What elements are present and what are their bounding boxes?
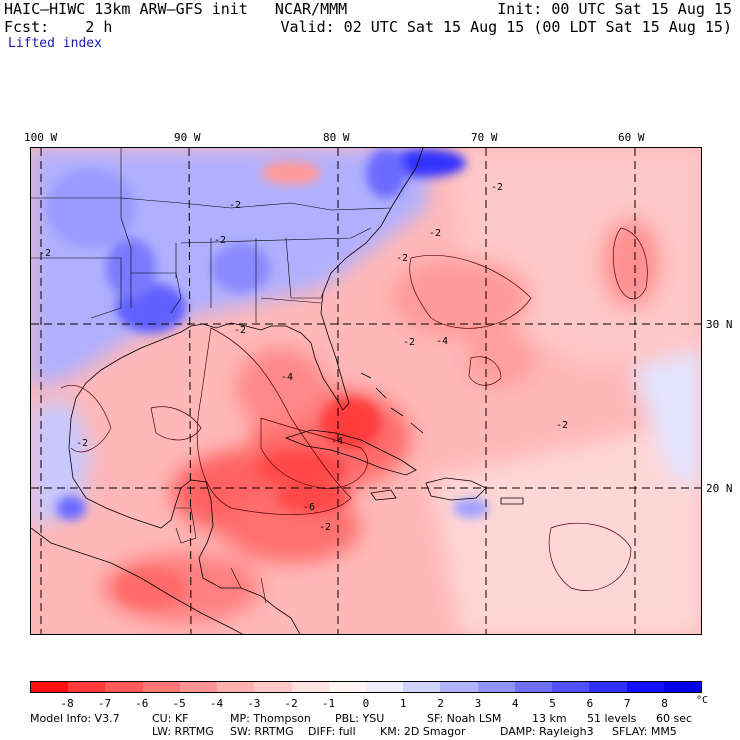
lon-label-90w: 90 W: [174, 131, 201, 144]
colorbar-swatch: [217, 682, 255, 692]
colorbar: [30, 681, 702, 693]
vertical-levels: 51 levels: [587, 712, 637, 725]
grid-spacing: 13 km: [532, 712, 567, 725]
colorbar-tick-label: 3: [474, 697, 482, 710]
colorbar-swatch: [142, 682, 180, 692]
colorbar-swatch: [552, 682, 590, 692]
colorbar-swatch: [254, 682, 292, 692]
colorbar-swatch: [291, 682, 329, 692]
colorbar-swatch: [440, 682, 478, 692]
colorbar-swatch: [626, 682, 664, 692]
contour-label: -2: [556, 420, 568, 431]
colorbar-tick-label: -5: [172, 697, 186, 710]
colorbar-tick-label: 6: [586, 697, 594, 710]
colorbar-swatch: [31, 682, 69, 692]
contour-label: -2: [429, 228, 441, 239]
colorbar-tick-label: -7: [97, 697, 112, 710]
colorbar-swatch: [589, 682, 627, 692]
surface-layer-scheme: SFLAY: MM5: [612, 725, 677, 738]
shortwave-scheme: SW: RRTMG: [230, 725, 294, 738]
init-time: Init: 00 UTC Sat 15 Aug 15: [497, 0, 732, 18]
colorbar-swatch: [663, 682, 701, 692]
colorbar-tick-label: -3: [247, 697, 261, 710]
diffusion-option: DIFF: full: [308, 725, 356, 738]
colorbar-tick-label: 1: [399, 697, 407, 710]
lat-label-20n: 20 N: [706, 482, 733, 495]
contour-label: -4: [331, 436, 343, 447]
colorbar-tick-label: -6: [135, 697, 149, 710]
colorbar-swatch: [105, 682, 143, 692]
colorbar-tick-label: -1: [321, 697, 336, 710]
coastlines: [31, 148, 524, 634]
contour-label: -2: [403, 337, 415, 348]
colorbar-tick-label: -8: [60, 697, 74, 710]
colorbar-swatch: [365, 682, 404, 692]
field-detail: [46, 148, 489, 608]
microphysics-scheme: MP: Thompson: [230, 712, 311, 725]
contour-label: -2: [76, 438, 88, 449]
cumulus-scheme: CU: KF: [152, 712, 189, 725]
time-step: 60 sec: [656, 712, 693, 725]
damping-option: DAMP: Rayleigh3: [500, 725, 594, 738]
colorbar-swatch: [403, 682, 441, 692]
lon-label-80w: 80 W: [323, 131, 350, 144]
contour-label: -2: [234, 325, 246, 336]
lat-label-30n: 30 N: [706, 318, 733, 331]
lon-label-100w: 100 W: [24, 131, 58, 144]
colorbar-tick-label: 7: [623, 697, 631, 710]
forecast-hour: Fcst: 2 h: [4, 18, 113, 36]
model-info: Model Info: V3.7: [30, 712, 120, 725]
map-title: HAIC–HIWC 13km ARW–GFS init NCAR/MMM: [4, 0, 348, 18]
contour-label: -2: [319, 522, 331, 533]
colorbar-swatch: [179, 682, 218, 692]
colorbar-swatch: [328, 682, 366, 692]
colorbar-tick-label: 5: [549, 697, 556, 710]
contour-label: -2: [39, 248, 51, 259]
contours: [60, 227, 648, 591]
colorbar-tick-label: -2: [284, 697, 298, 710]
pbl-scheme: PBL: YSU: [335, 712, 385, 725]
colorbar-swatch: [68, 682, 106, 692]
field-name: Lifted index: [8, 36, 102, 51]
contour-label: -4: [436, 336, 448, 347]
colorbar-tick-label: 0: [362, 697, 370, 710]
graticule: [31, 148, 701, 634]
colorbar-tick-label: 4: [511, 697, 519, 710]
state-borders: [31, 148, 392, 604]
colorbar-tick-label: 2: [437, 697, 444, 710]
contour-label: -2: [214, 235, 226, 246]
contour-label: -6: [303, 502, 315, 513]
contour-label: -2: [396, 253, 408, 264]
contour-labels: -2 -2 -2 -2 -4 -2 -2 -4 -4 -2 -2 -6 -2 -…: [39, 182, 568, 533]
surface-scheme: SF: Noah LSM: [427, 712, 502, 725]
lon-label-60w: 60 W: [618, 131, 645, 144]
colorbar-swatch: [477, 682, 515, 692]
eddy-coefficient-option: KM: 2D Smagor: [380, 725, 466, 738]
colorbar-swatch: [514, 682, 553, 692]
lifted-index-map: -2 -2 -2 -2 -4 -2 -2 -4 -4 -2 -2 -6 -2 -…: [30, 147, 702, 635]
contour-label: -2: [229, 200, 241, 211]
longwave-scheme: LW: RRTMG: [152, 725, 214, 738]
contour-label: -4: [281, 372, 293, 383]
contour-label: -2: [491, 182, 503, 193]
valid-time: Valid: 02 UTC Sat 15 Aug 15 (00 LDT Sat …: [280, 18, 732, 36]
lon-label-70w: 70 W: [471, 131, 498, 144]
colorbar-tick-label: 8: [661, 697, 668, 710]
colorbar-tick-label: -4: [209, 697, 224, 710]
colorbar-unit: °C: [696, 695, 709, 706]
